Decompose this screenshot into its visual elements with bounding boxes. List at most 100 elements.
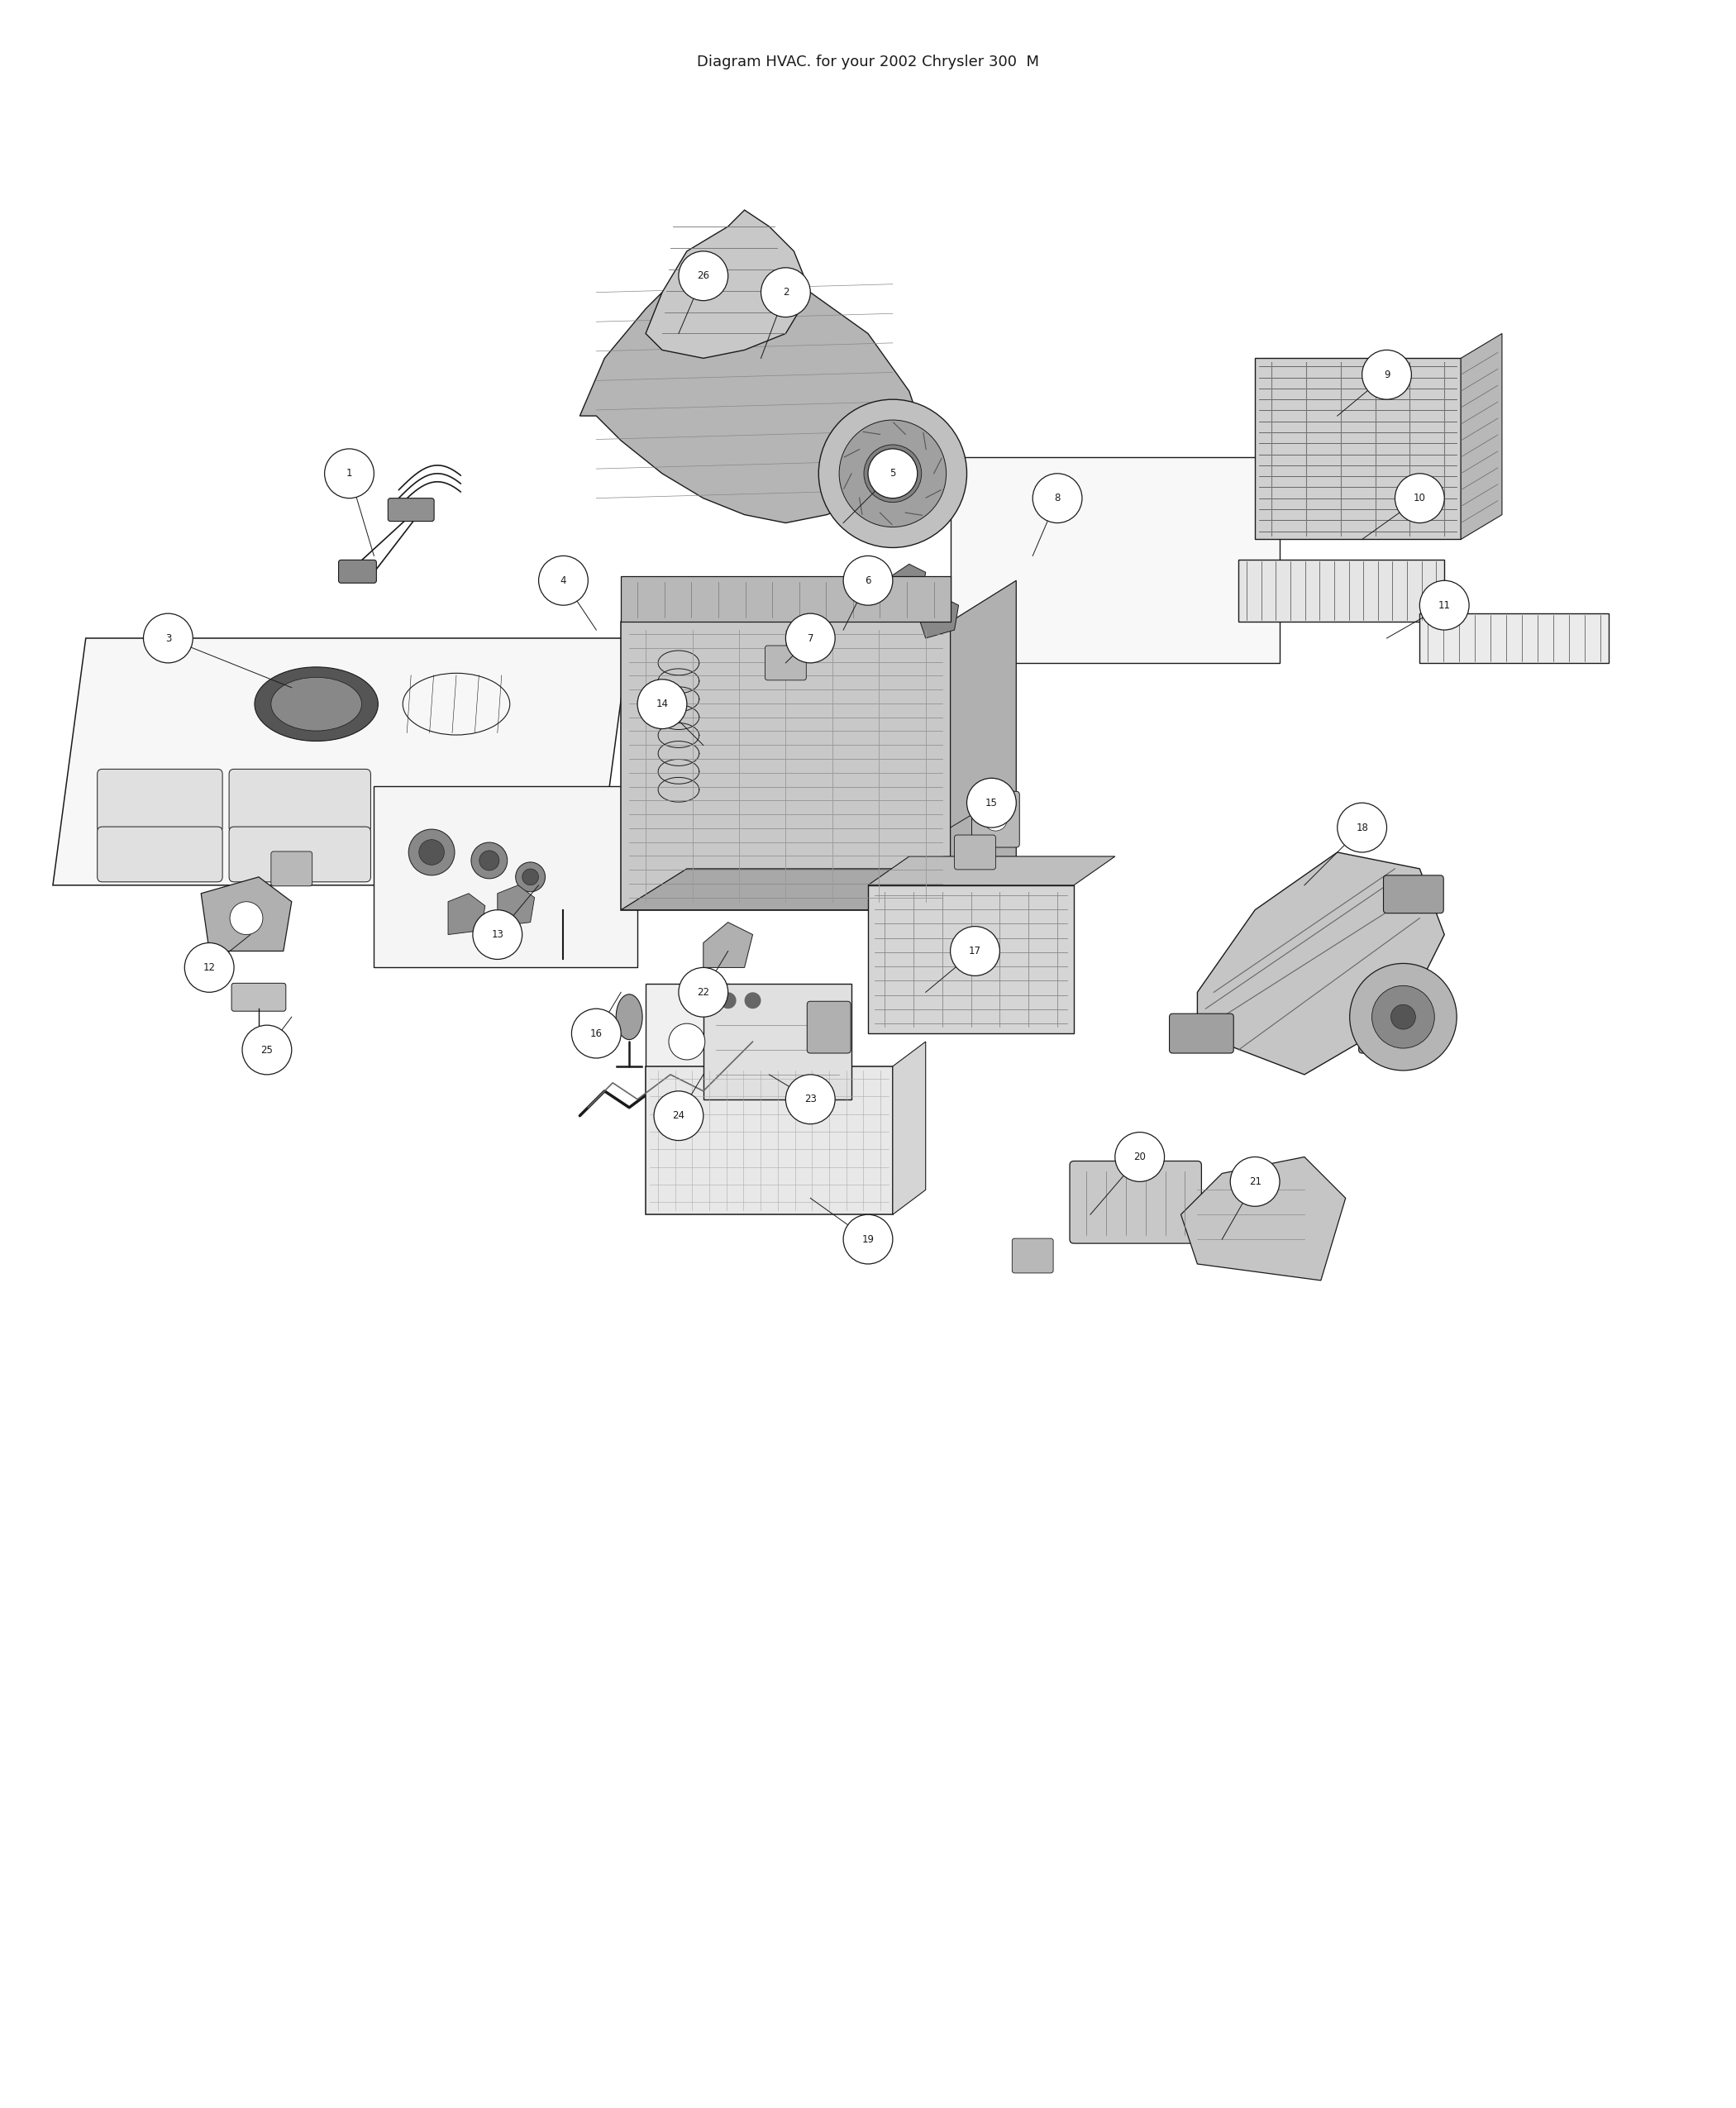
Text: Diagram HVAC. for your 2002 Chrysler 300  M: Diagram HVAC. for your 2002 Chrysler 300…	[696, 55, 1040, 70]
Circle shape	[472, 911, 523, 959]
Polygon shape	[646, 211, 811, 358]
FancyBboxPatch shape	[1359, 1016, 1418, 1054]
Polygon shape	[703, 923, 753, 968]
Circle shape	[229, 902, 262, 934]
FancyBboxPatch shape	[1238, 561, 1444, 622]
Circle shape	[1396, 474, 1444, 523]
FancyBboxPatch shape	[271, 852, 312, 885]
FancyBboxPatch shape	[97, 826, 222, 881]
Text: 10: 10	[1413, 493, 1425, 504]
Circle shape	[523, 868, 538, 885]
Circle shape	[144, 613, 193, 662]
Circle shape	[654, 1092, 703, 1140]
Polygon shape	[917, 597, 958, 639]
Circle shape	[838, 419, 946, 527]
Circle shape	[668, 1024, 705, 1060]
Circle shape	[479, 850, 500, 871]
FancyBboxPatch shape	[950, 457, 1279, 662]
FancyBboxPatch shape	[766, 645, 806, 681]
Circle shape	[786, 613, 835, 662]
Circle shape	[1363, 350, 1411, 398]
Text: 14: 14	[656, 698, 668, 710]
Circle shape	[1349, 963, 1457, 1071]
Circle shape	[844, 557, 892, 605]
Text: 8: 8	[1054, 493, 1061, 504]
Text: 16: 16	[590, 1029, 602, 1039]
Circle shape	[418, 839, 444, 864]
Polygon shape	[498, 885, 535, 925]
Circle shape	[819, 398, 967, 548]
Text: 12: 12	[203, 961, 215, 974]
Circle shape	[1420, 580, 1469, 630]
FancyBboxPatch shape	[1012, 1237, 1054, 1273]
Circle shape	[679, 968, 727, 1016]
Text: 15: 15	[986, 797, 998, 807]
Text: 21: 21	[1248, 1176, 1260, 1187]
Text: 24: 24	[672, 1111, 684, 1121]
Polygon shape	[1180, 1157, 1345, 1280]
Circle shape	[516, 862, 545, 892]
Circle shape	[720, 993, 736, 1010]
Circle shape	[571, 1010, 621, 1058]
Circle shape	[637, 679, 687, 729]
FancyBboxPatch shape	[703, 984, 852, 1098]
FancyBboxPatch shape	[229, 826, 372, 881]
FancyBboxPatch shape	[646, 984, 727, 1098]
Circle shape	[967, 778, 1016, 828]
Circle shape	[538, 557, 589, 605]
Polygon shape	[201, 877, 292, 951]
Text: 13: 13	[491, 930, 503, 940]
FancyBboxPatch shape	[621, 575, 950, 622]
Text: 22: 22	[698, 987, 710, 997]
Circle shape	[325, 449, 373, 497]
Polygon shape	[1460, 333, 1502, 540]
Polygon shape	[621, 868, 1016, 911]
Polygon shape	[884, 565, 925, 605]
Circle shape	[470, 843, 507, 879]
FancyBboxPatch shape	[1255, 358, 1460, 540]
FancyBboxPatch shape	[955, 835, 996, 871]
Circle shape	[1391, 1006, 1415, 1029]
Circle shape	[745, 993, 760, 1010]
FancyBboxPatch shape	[868, 885, 1075, 1033]
FancyBboxPatch shape	[229, 769, 372, 833]
Text: 26: 26	[698, 270, 710, 280]
Circle shape	[679, 251, 727, 301]
Text: 6: 6	[865, 575, 871, 586]
Text: 4: 4	[561, 575, 566, 586]
Text: 17: 17	[969, 946, 981, 957]
Text: 18: 18	[1356, 822, 1368, 833]
Text: 25: 25	[260, 1043, 273, 1056]
Polygon shape	[868, 856, 1115, 885]
Circle shape	[760, 268, 811, 316]
Ellipse shape	[271, 677, 361, 731]
Ellipse shape	[255, 666, 378, 742]
Circle shape	[184, 942, 234, 993]
FancyBboxPatch shape	[1170, 1014, 1234, 1054]
Text: 5: 5	[889, 468, 896, 479]
FancyBboxPatch shape	[231, 982, 286, 1012]
Text: 9: 9	[1384, 369, 1391, 379]
Polygon shape	[52, 639, 628, 885]
FancyBboxPatch shape	[387, 497, 434, 521]
Circle shape	[1371, 987, 1434, 1048]
FancyBboxPatch shape	[339, 561, 377, 584]
Circle shape	[884, 464, 903, 483]
Circle shape	[1231, 1157, 1279, 1206]
Circle shape	[844, 1214, 892, 1265]
Circle shape	[408, 828, 455, 875]
FancyBboxPatch shape	[621, 622, 950, 911]
Polygon shape	[580, 268, 925, 523]
Text: 3: 3	[165, 632, 172, 643]
FancyBboxPatch shape	[1420, 613, 1609, 662]
Circle shape	[1115, 1132, 1165, 1183]
Circle shape	[243, 1024, 292, 1075]
Text: 7: 7	[807, 632, 814, 643]
Circle shape	[1033, 474, 1082, 523]
FancyBboxPatch shape	[646, 1067, 892, 1214]
Text: 20: 20	[1134, 1151, 1146, 1162]
Polygon shape	[1198, 852, 1444, 1075]
Text: 2: 2	[783, 287, 788, 297]
Text: 11: 11	[1437, 601, 1451, 611]
FancyBboxPatch shape	[972, 790, 1019, 847]
